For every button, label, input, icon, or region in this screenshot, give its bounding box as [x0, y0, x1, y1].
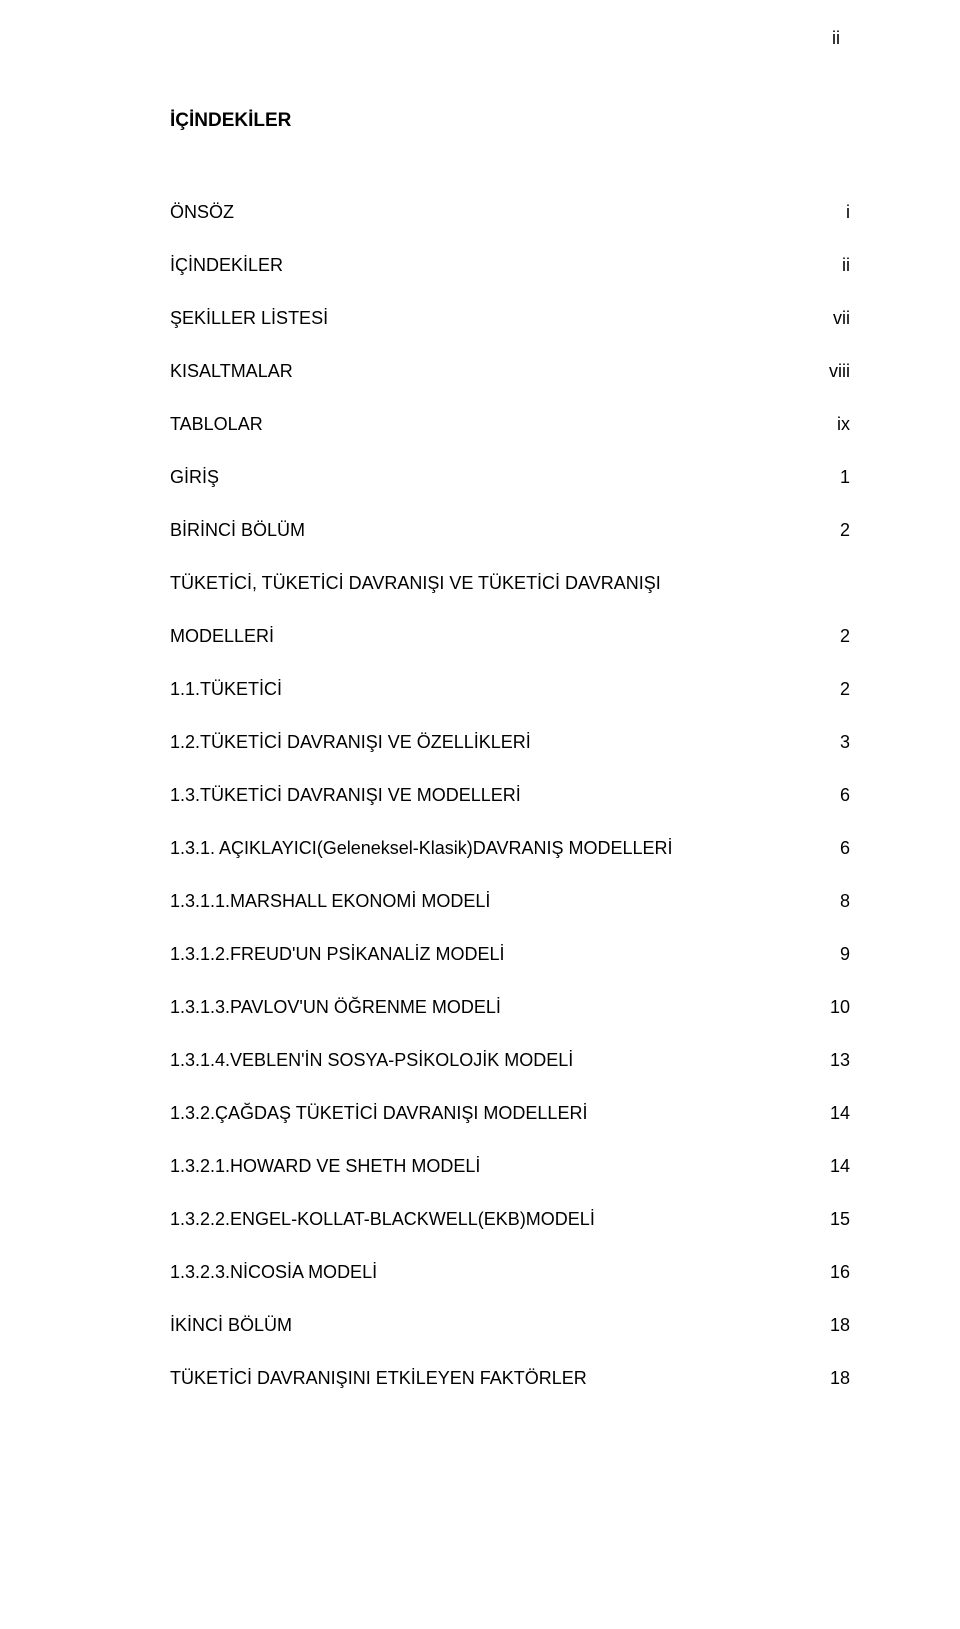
toc-entry: İÇİNDEKİLER ii — [170, 255, 850, 276]
toc-entry-label: TABLOLAR — [170, 414, 263, 435]
page-number: ii — [832, 28, 840, 49]
toc-entry-label: BİRİNCİ BÖLÜM — [170, 520, 305, 541]
toc-entry-page: ii — [842, 255, 850, 276]
toc-entry-page: 10 — [830, 997, 850, 1018]
toc-entry: 1.1.TÜKETİCİ 2 — [170, 679, 850, 700]
toc-entry-label: 1.3.1.3.PAVLOV'UN ÖĞRENME MODELİ — [170, 997, 501, 1018]
toc-body: ÖNSÖZ i İÇİNDEKİLER ii ŞEKİLLER LİSTESİ vii KI… — [170, 202, 850, 1389]
toc-entry-label: TÜKETİCİ DAVRANIŞINI ETKİLEYEN FAKTÖRLER — [170, 1368, 587, 1389]
toc-entry-label: 1.2.TÜKETİCİ DAVRANIŞI VE ÖZELLİKLERİ — [170, 732, 531, 753]
toc-entry-label: İKİNCİ BÖLÜM — [170, 1315, 292, 1336]
toc-entry: İKİNCİ BÖLÜM 18 — [170, 1315, 850, 1336]
toc-entry-page: i — [846, 202, 850, 223]
toc-entry: 1.3.TÜKETİCİ DAVRANIŞI VE MODELLERİ 6 — [170, 785, 850, 806]
toc-entry-page: 14 — [830, 1156, 850, 1177]
toc-entry-page: 2 — [840, 679, 850, 700]
toc-entry: ŞEKİLLER LİSTESİ vii — [170, 308, 850, 329]
toc-entry: MODELLERİ 2 — [170, 626, 850, 647]
toc-entry-label: 1.3.TÜKETİCİ DAVRANIŞI VE MODELLERİ — [170, 785, 521, 806]
toc-entry-label: 1.3.2.ÇAĞDAŞ TÜKETİCİ DAVRANIŞI MODELLER… — [170, 1103, 587, 1124]
toc-entry-page: 18 — [830, 1368, 850, 1389]
toc-entry-page: 14 — [830, 1103, 850, 1124]
toc-entry-label: 1.1.TÜKETİCİ — [170, 679, 282, 700]
toc-entry: 1.3.1.3.PAVLOV'UN ÖĞRENME MODELİ 10 — [170, 997, 850, 1018]
toc-entry-page: 2 — [840, 626, 850, 647]
toc-entry: TÜKETİCİ DAVRANIŞINI ETKİLEYEN FAKTÖRLER… — [170, 1368, 850, 1389]
toc-entry-page: 15 — [830, 1209, 850, 1230]
toc-entry: 1.3.2.ÇAĞDAŞ TÜKETİCİ DAVRANIŞI MODELLER… — [170, 1103, 850, 1124]
toc-entry-label: 1.3.2.3.NİCOSİA MODELİ — [170, 1262, 377, 1283]
toc-entry-page: 2 — [840, 520, 850, 541]
toc-entry-label: 1.3.1.4.VEBLEN'İN SOSYA-PSİKOLOJİK MODEL… — [170, 1050, 573, 1071]
toc-entry: 1.3.1.2.FREUD'UN PSİKANALİZ MODELİ 9 — [170, 944, 850, 965]
toc-entry-label: 1.3.1.2.FREUD'UN PSİKANALİZ MODELİ — [170, 944, 505, 965]
toc-entry: TABLOLAR ix — [170, 414, 850, 435]
toc-entry-label: TÜKETİCİ, TÜKETİCİ DAVRANIŞI VE TÜKETİCİ… — [170, 573, 661, 594]
toc-entry: 1.2.TÜKETİCİ DAVRANIŞI VE ÖZELLİKLERİ 3 — [170, 732, 850, 753]
toc-entry-page: ix — [837, 414, 850, 435]
toc-entry-page: 8 — [840, 891, 850, 912]
toc-entry: 1.3.2.2.ENGEL-KOLLAT-BLACKWELL(EKB)MODEL… — [170, 1209, 850, 1230]
toc-entry: 1.3.2.1.HOWARD VE SHETH MODELİ 14 — [170, 1156, 850, 1177]
toc-entry-label: 1.3.1.1.MARSHALL EKONOMİ MODELİ — [170, 891, 490, 912]
toc-entry-page: 18 — [830, 1315, 850, 1336]
toc-entry-label: MODELLERİ — [170, 626, 274, 647]
toc-entry-label: İÇİNDEKİLER — [170, 255, 283, 276]
toc-entry-page: 6 — [840, 785, 850, 806]
toc-entry: 1.3.1.1.MARSHALL EKONOMİ MODELİ 8 — [170, 891, 850, 912]
toc-entry-label: 1.3.1. AÇIKLAYICI(Geleneksel-Klasik)DAVR… — [170, 838, 673, 859]
toc-entry-page: 16 — [830, 1262, 850, 1283]
toc-entry: 1.3.1. AÇIKLAYICI(Geleneksel-Klasik)DAVR… — [170, 838, 850, 859]
toc-entry: ÖNSÖZ i — [170, 202, 850, 223]
toc-entry-page: 9 — [840, 944, 850, 965]
toc-entry-label: ŞEKİLLER LİSTESİ — [170, 308, 328, 329]
toc-entry-label: ÖNSÖZ — [170, 202, 234, 223]
toc-entry: GİRİŞ 1 — [170, 467, 850, 488]
toc-title: İÇİNDEKİLER — [170, 110, 850, 132]
toc-entry-page: 3 — [840, 732, 850, 753]
toc-entry-label: 1.3.2.1.HOWARD VE SHETH MODELİ — [170, 1156, 480, 1177]
toc-entry: BİRİNCİ BÖLÜM 2 — [170, 520, 850, 541]
toc-entry-page: viii — [829, 361, 850, 382]
toc-entry-page: 13 — [830, 1050, 850, 1071]
toc-entry: 1.3.2.3.NİCOSİA MODELİ 16 — [170, 1262, 850, 1283]
toc-entry-page: vii — [833, 308, 850, 329]
toc-page: ii İÇİNDEKİLER ÖNSÖZ i İÇİNDEKİLER ii ŞEKİLL… — [0, 0, 960, 1629]
toc-entry-label: 1.3.2.2.ENGEL-KOLLAT-BLACKWELL(EKB)MODEL… — [170, 1209, 595, 1230]
toc-entry-page: 6 — [840, 838, 850, 859]
toc-entry-page: 1 — [840, 467, 850, 488]
toc-entry-label: KISALTMALAR — [170, 361, 293, 382]
toc-entry: 1.3.1.4.VEBLEN'İN SOSYA-PSİKOLOJİK MODEL… — [170, 1050, 850, 1071]
toc-entry: TÜKETİCİ, TÜKETİCİ DAVRANIŞI VE TÜKETİCİ… — [170, 573, 850, 594]
toc-entry: KISALTMALAR viii — [170, 361, 850, 382]
toc-entry-label: GİRİŞ — [170, 467, 219, 488]
